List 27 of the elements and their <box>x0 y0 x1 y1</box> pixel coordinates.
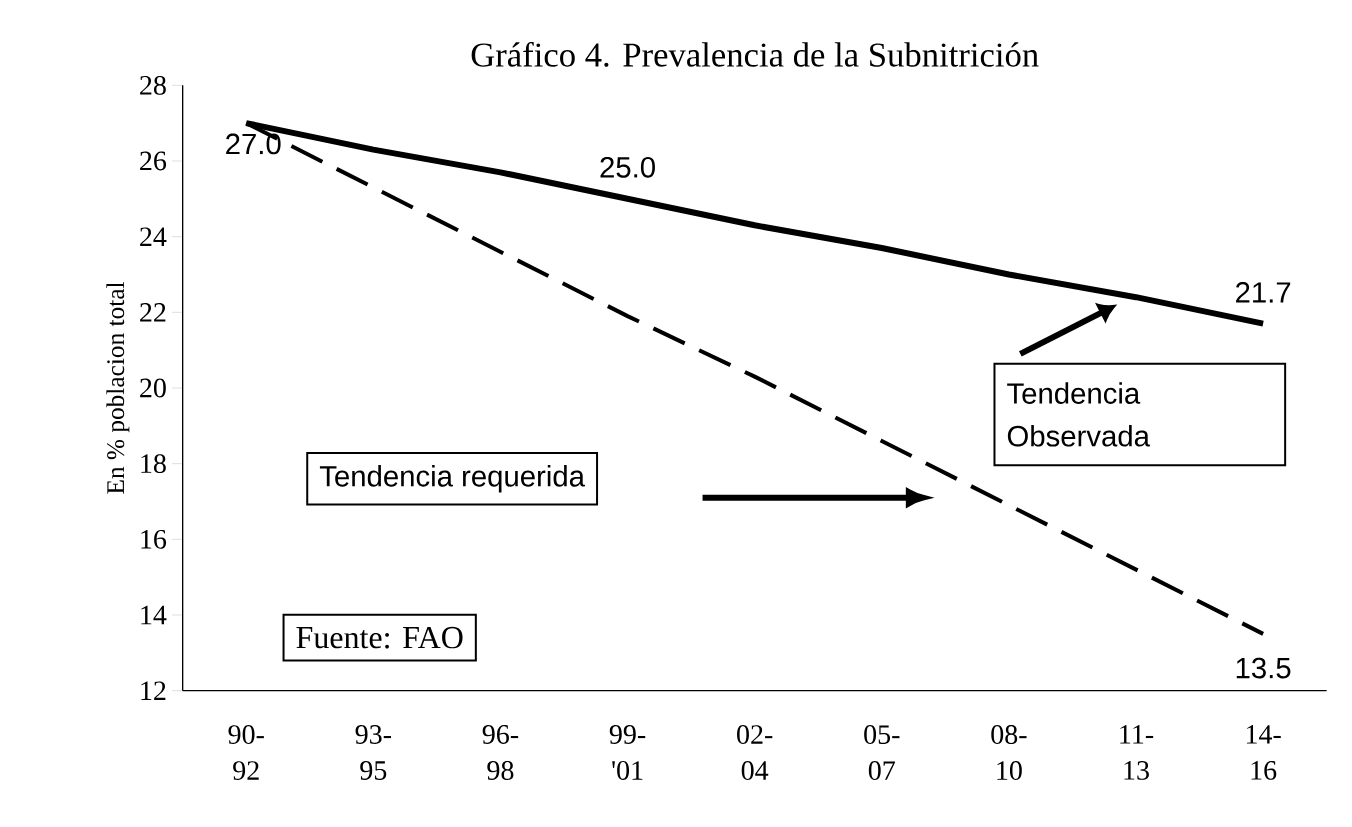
x-tick-label: 99- '01 <box>609 725 646 781</box>
y-axis-title: En % poblacion total <box>106 282 130 495</box>
data-label: 13.5 <box>1236 657 1291 679</box>
y-tick-label: 28 <box>140 76 166 95</box>
chart-title: Gráfico 4. Prevalencia de la Subnitrición <box>471 42 1039 68</box>
data-label: 25.0 <box>600 157 655 178</box>
y-tick-label: 18 <box>141 454 166 474</box>
y-tick-label: 24 <box>140 227 167 247</box>
y-tick-label: 16 <box>141 530 167 549</box>
y-tick-label: 14 <box>141 605 167 625</box>
y-tick-label: 20 <box>140 378 166 398</box>
y-tick-label: 12 <box>141 681 166 701</box>
x-tick-label: 93- 95 <box>355 725 391 781</box>
y-tick-label: 26 <box>140 151 167 171</box>
annotation: Tendencia Observada <box>1007 382 1150 447</box>
x-tick-label: 96- 98 <box>482 725 519 781</box>
data-label: 21.7 <box>1236 282 1291 303</box>
x-tick-label: 14- 16 <box>1246 725 1281 781</box>
x-tick-label: 90- 92 <box>228 725 264 781</box>
x-tick-label: 02- 04 <box>737 725 773 781</box>
y-tick-label: 22 <box>140 303 166 322</box>
x-tick-label: 11- 13 <box>1120 725 1154 781</box>
data-label: 27.0 <box>226 133 281 155</box>
x-tick-label: 08- 10 <box>991 725 1027 781</box>
x-tick-label: 05- 07 <box>864 725 900 781</box>
annotation: Fuente: FAO <box>296 627 463 649</box>
annotation: Tendencia requerida <box>319 465 585 493</box>
